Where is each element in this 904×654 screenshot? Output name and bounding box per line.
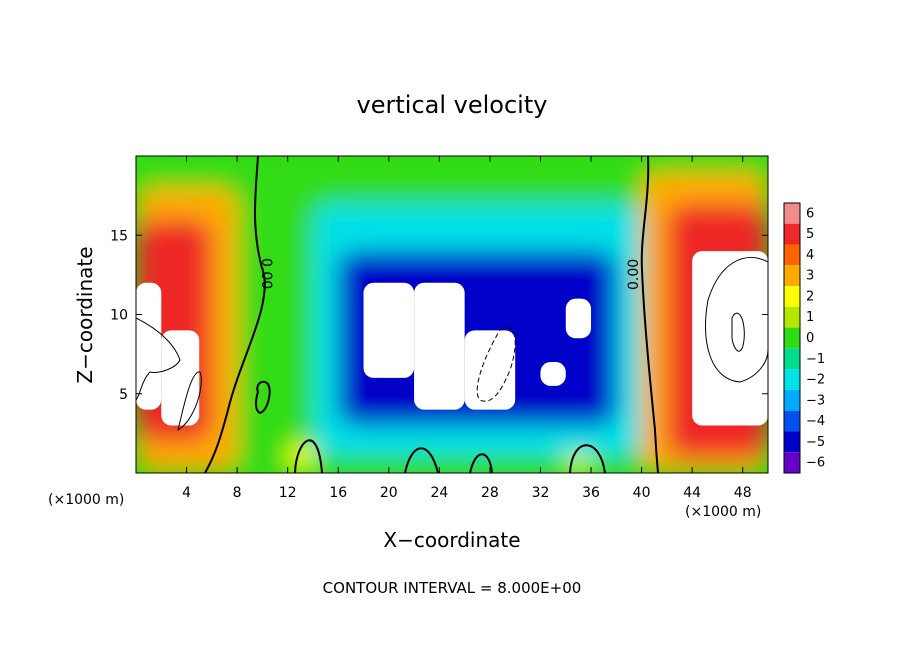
colorbar-swatch (784, 327, 800, 349)
colorbar-label: −5 (806, 435, 825, 450)
colorbar-label: 3 (806, 269, 814, 284)
zero-contour-right (640, 156, 659, 473)
negative-contour-center (476, 327, 516, 402)
colorbar-frame (783, 202, 801, 474)
field-cell (161, 330, 200, 426)
positive-contour-left (136, 317, 181, 401)
x-tick-label: 8 (233, 485, 242, 501)
colorbar-swatch (784, 286, 800, 307)
colorbar-swatch (784, 306, 800, 328)
colorbar: 6 5 4 3 2 1 0 −1 −2 −3 −4 −5 −6 (783, 202, 825, 474)
positive-contour-left-inner (177, 371, 202, 432)
x-tick-label: 4 (182, 485, 191, 501)
colorbar-label: −4 (806, 414, 825, 429)
field-cell (136, 282, 162, 410)
colorbar-label: 2 (806, 289, 814, 304)
x-tick-label: 44 (683, 485, 701, 501)
colorbar-swatch (784, 369, 800, 390)
zero-contour-bump-3 (469, 453, 493, 473)
colorbar-label: −1 (806, 352, 825, 367)
zero-contour-label-right: 0.00 (626, 259, 642, 290)
field-cell (414, 282, 465, 410)
colorbar-swatch (784, 244, 800, 266)
colorbar-label: −6 (806, 456, 825, 471)
field-cell (540, 362, 566, 386)
field-cell (692, 251, 768, 426)
contour-interval-note: CONTOUR INTERVAL = 8.000E+00 (323, 579, 582, 597)
y-axis-label: Z−coordinate (73, 246, 97, 383)
colorbar-swatch (784, 452, 800, 473)
zero-contour-label-left: 0.00 (258, 258, 274, 289)
colorbar-swatch (784, 203, 800, 224)
field-cell (464, 330, 516, 410)
x-axis-label: X−coordinate (383, 528, 520, 552)
colorbar-swatch (784, 389, 800, 411)
field-cell (287, 441, 313, 473)
colorbar-label: 0 (806, 331, 814, 346)
x-tick-label: 24 (430, 485, 448, 501)
colorbar-label: 4 (806, 248, 814, 263)
chart-title: vertical velocity (357, 91, 548, 119)
colorbar-label: −3 (806, 393, 825, 408)
field-cell (565, 298, 592, 339)
contour-lines (136, 156, 768, 473)
x-axis: 4 8 12 16 20 24 28 32 36 40 44 48 (182, 156, 752, 501)
x-tick-label: 40 (633, 485, 651, 501)
x-tick-label: 20 (380, 485, 398, 501)
y-tick-label: 10 (110, 308, 128, 324)
colorbar-label: 5 (806, 227, 814, 242)
x-axis-units-left: (×1000 m) (48, 492, 124, 508)
colorbar-label: 1 (806, 310, 814, 325)
colorbar-swatch (784, 348, 800, 370)
x-tick-label: 16 (329, 485, 347, 501)
x-tick-label: 36 (582, 485, 600, 501)
plot-area: 0.00 0.00 (135, 155, 769, 474)
positive-contour-right (705, 257, 768, 383)
colorbar-swatch (784, 431, 800, 453)
x-tick-label: 28 (481, 485, 499, 501)
y-axis: 5 10 15 (110, 228, 768, 403)
x-tick-label: 32 (532, 485, 550, 501)
x-axis-units-right: (×1000 m) (685, 504, 761, 520)
x-tick-label: 48 (734, 485, 752, 501)
colorbar-swatch (784, 265, 800, 287)
y-tick-label: 5 (119, 387, 128, 403)
zero-contour-loop-1 (255, 380, 271, 415)
positive-contour-right-inner (731, 312, 745, 352)
zero-contour-left (204, 156, 266, 473)
zero-contour-bump-4 (569, 444, 606, 473)
colorbar-swatch (784, 223, 800, 245)
colorbar-label: 6 (806, 206, 814, 221)
field-cells (136, 156, 768, 473)
zero-contour-bump-1 (294, 439, 323, 473)
colorbar-label: −2 (806, 373, 825, 388)
y-tick-label: 15 (110, 228, 128, 244)
colorbar-swatch (784, 410, 800, 432)
zero-contour-bump-2 (404, 447, 439, 473)
x-tick-label: 12 (279, 485, 297, 501)
field-cell (363, 282, 415, 378)
